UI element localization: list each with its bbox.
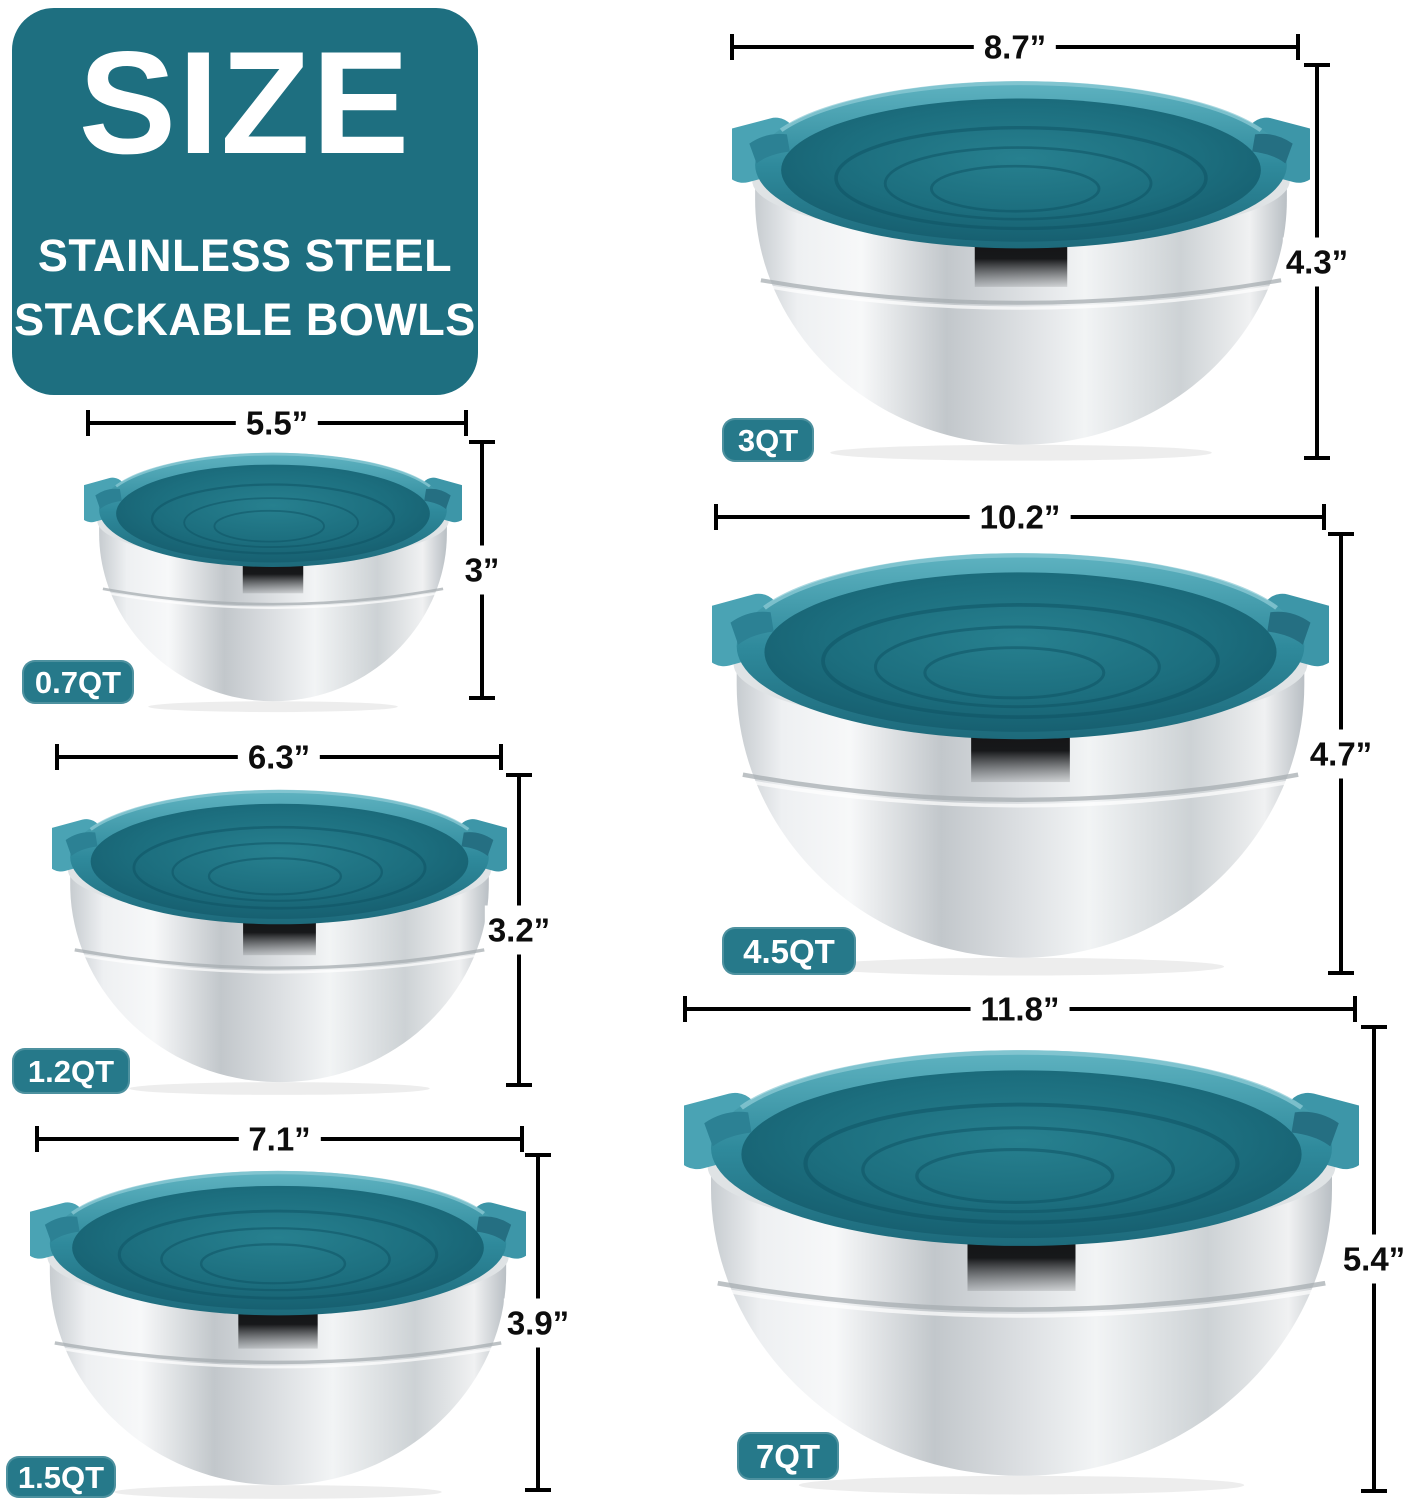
capacity-badge-1.2qt: 1.2QT [12,1048,130,1094]
capacity-badge-0.7qt: 0.7QT [22,660,134,704]
width-dimension-label-7qt: 11.8” [970,990,1070,1028]
subtitle-line-2: STACKABLE BOWLS [14,293,476,345]
width-dimension-label-1.5qt: 7.1” [238,1120,321,1158]
height-dimension-line-1.5qt: 3.9” [503,1153,573,1492]
width-dimension-label-1.2qt: 6.3” [237,738,321,776]
bowl-illustration-1.5qt [30,1156,526,1500]
width-dimension-line-7qt: 11.8” [683,990,1357,1028]
height-dimension-line-0.7qt: 3” [461,440,503,700]
width-dimension-line-3qt: 8.7” [730,28,1300,66]
width-dimension-label-3qt: 8.7” [973,28,1057,66]
height-dimension-label-3qt: 4.3” [1282,237,1352,286]
height-dimension-label-4.5qt: 4.7” [1306,729,1376,778]
height-dimension-line-7qt: 5.4” [1339,1025,1404,1493]
capacity-badge-3qt: 3QT [722,418,814,462]
subtitle-line-1: STAINLESS STEEL [37,230,453,281]
width-dimension-label-0.7qt: 5.5” [235,404,319,442]
width-dimension-line-0.7qt: 5.5” [86,404,468,442]
height-dimension-label-0.7qt: 3” [461,545,503,595]
width-dimension-line-1.2qt: 6.3” [55,738,503,776]
bowl-illustration-3qt [732,64,1310,462]
height-dimension-line-3qt: 4.3” [1282,63,1352,460]
width-dimension-line-1.5qt: 7.1” [35,1120,524,1158]
page-title: SIZE [78,21,412,184]
page-subtitle: STAINLESS STEEL STACKABLE BOWLS [14,224,476,352]
size-header-card: SIZE STAINLESS STEEL STACKABLE BOWLS [12,8,478,395]
height-dimension-line-4.5qt: 4.7” [1306,532,1376,975]
height-dimension-line-1.2qt: 3.2” [484,773,554,1087]
height-dimension-label-1.2qt: 3.2” [484,905,554,955]
height-dimension-label-7qt: 5.4” [1339,1234,1404,1284]
width-dimension-label-4.5qt: 10.2” [969,498,1071,536]
bowl-illustration-4.5qt [712,534,1329,977]
bowl-illustration-0.7qt [84,441,462,713]
height-dimension-label-1.5qt: 3.9” [503,1298,573,1347]
capacity-badge-1.5qt: 1.5QT [6,1456,116,1498]
capacity-badge-4.5qt: 4.5QT [722,927,856,975]
width-dimension-line-4.5qt: 10.2” [714,498,1326,536]
bowl-illustration-7qt [684,1030,1359,1496]
capacity-badge-7qt: 7QT [737,1432,839,1480]
